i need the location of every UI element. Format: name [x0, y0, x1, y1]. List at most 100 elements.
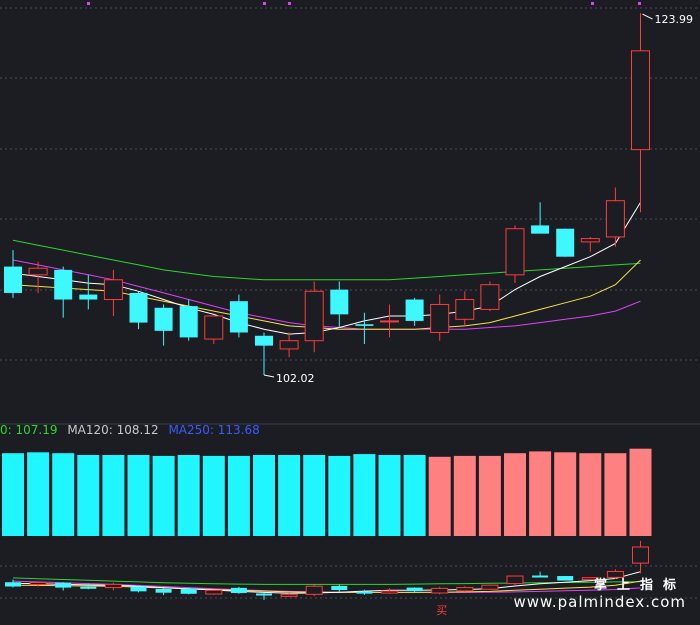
ma-legend: 0: 107.19 MA120: 108.12 MA250: 113.68	[0, 423, 260, 441]
mini-candle-body	[205, 589, 223, 595]
high-pointer	[642, 13, 653, 20]
top-marker	[87, 2, 90, 5]
mini-candle-body	[155, 588, 172, 593]
candle-body	[580, 238, 600, 243]
watermark-cn: 掌上指标	[593, 578, 686, 593]
mini-candle-body	[406, 587, 423, 592]
mini-candle-body	[80, 586, 97, 589]
mini-candle-body	[456, 587, 474, 592]
indicator-bar-up	[554, 452, 577, 536]
mini-candle-body	[230, 587, 247, 593]
mini-candle-body	[557, 576, 574, 581]
indicator-bar-down	[403, 455, 426, 536]
ma-b-label: MA120: 108.12	[67, 423, 159, 437]
candle-body	[355, 324, 374, 326]
candle-body	[4, 266, 22, 293]
candle-body	[279, 340, 299, 350]
indicator-bar-up	[428, 456, 451, 536]
indicator-bar-down	[202, 455, 225, 536]
indicator-bar-down	[77, 455, 100, 536]
mini-candle-body	[104, 583, 122, 589]
candle-body	[556, 228, 575, 257]
mini-candle-body	[356, 591, 373, 594]
indicator-bar-down	[27, 452, 50, 536]
indicator-bar-down	[328, 455, 351, 536]
candle-body	[605, 200, 625, 238]
ma-short-line	[12, 202, 641, 335]
indicator-bar-down	[2, 453, 24, 536]
ma-longer-line	[12, 239, 641, 281]
indicator-bar-up	[453, 455, 476, 536]
low-label: 102.02	[276, 372, 315, 385]
top-marker	[288, 2, 291, 5]
watermark: 掌上指标 www.palmindex.com	[513, 574, 686, 611]
mini-candle-body	[381, 590, 398, 594]
mini-candle-body	[581, 577, 599, 581]
candle-body	[204, 315, 224, 340]
candle-body	[129, 292, 148, 323]
mini-candle-body	[256, 593, 272, 596]
candle-body	[480, 284, 500, 310]
candle-body	[330, 289, 349, 315]
indicator-bar-down	[127, 455, 150, 536]
mini-candle-body	[29, 581, 47, 585]
top-marker	[638, 2, 641, 5]
watermark-url: www.palmindex.com	[513, 593, 686, 611]
indicator-bar-up	[478, 455, 501, 536]
indicator-bar-down	[353, 454, 376, 536]
candle-body	[405, 299, 424, 321]
mini-candle-body	[532, 575, 549, 578]
indicator-bar-up	[529, 451, 552, 536]
mini-candle-body	[280, 593, 298, 597]
indicator-bar-down	[52, 453, 75, 536]
indicator-bar-down	[102, 455, 125, 536]
mini-candle-body	[606, 570, 624, 578]
indicator-bar-down	[303, 455, 326, 536]
mini-candle-body	[130, 586, 147, 592]
mini-candle-body	[331, 585, 348, 591]
mini-ma-longer-line	[12, 577, 641, 585]
candle-body	[631, 50, 650, 151]
mini-candle-body	[55, 582, 72, 588]
candle-body	[179, 306, 198, 338]
mini-candle-body	[305, 585, 323, 595]
candle-body	[455, 299, 475, 320]
indicator-bar-up	[504, 453, 526, 536]
indicator-bar-down	[227, 455, 250, 536]
mini-candle-body	[180, 588, 197, 594]
indicator-bar-up	[629, 448, 652, 536]
candle-body	[255, 335, 273, 346]
candle-body	[505, 228, 525, 276]
ma-c-label: MA250: 113.68	[168, 423, 260, 437]
candle-body	[430, 303, 450, 333]
mini-candle-body	[632, 546, 649, 564]
mini-candle-body	[431, 587, 449, 594]
buy-signal-label: 买	[436, 604, 447, 617]
indicator-bar-up	[604, 453, 627, 536]
indicator-bar-down	[152, 455, 175, 536]
indicator-bar-down	[278, 455, 301, 536]
mini-candle-body	[506, 575, 524, 585]
indicator-bar-down	[177, 455, 200, 536]
low-pointer	[263, 374, 275, 378]
ma-a-label: 0: 107.19	[0, 423, 58, 437]
indicator-bar-down	[378, 455, 401, 536]
candle-body	[54, 269, 73, 300]
candle-body	[154, 307, 173, 331]
candle-body	[79, 294, 98, 300]
mini-candle-body	[481, 584, 499, 590]
candle-body	[304, 290, 324, 342]
candle-body	[380, 320, 399, 323]
candle-body	[229, 301, 248, 333]
top-marker	[263, 2, 266, 5]
candle-body	[103, 279, 123, 301]
candle-body	[531, 225, 550, 234]
high-label: 123.99	[655, 13, 694, 26]
indicator-bar-up	[579, 453, 602, 536]
candle-body	[28, 267, 48, 276]
indicator-bar-down	[253, 455, 275, 536]
mini-candle-body	[5, 582, 21, 587]
top-marker	[591, 2, 594, 5]
